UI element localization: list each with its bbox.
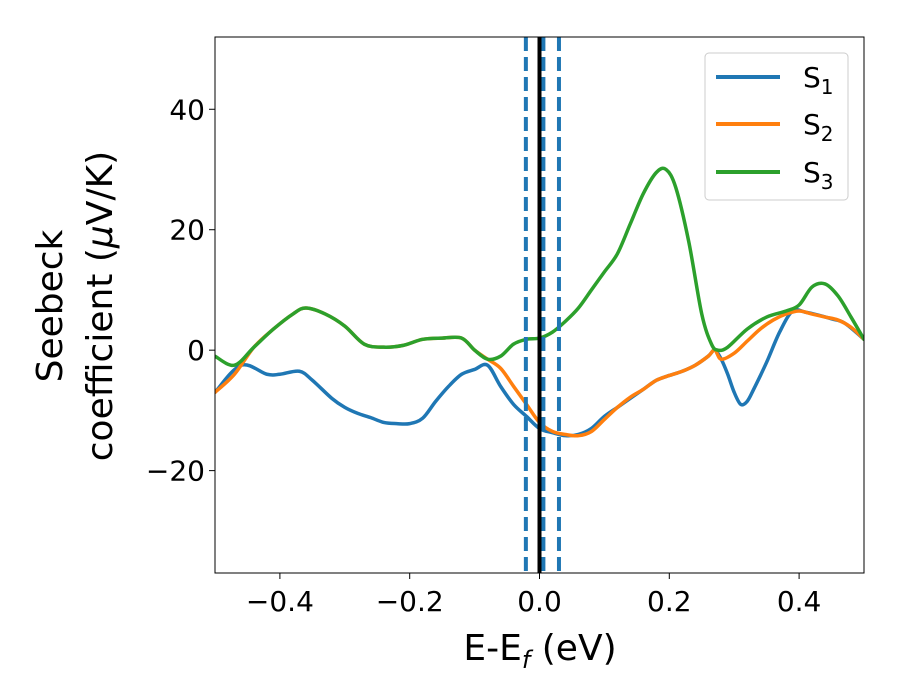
legend-label-s3: S3 <box>803 156 834 194</box>
x-tick-label: 0.2 <box>647 585 692 618</box>
x-tick-label: −0.4 <box>246 585 314 618</box>
legend-label-s1: S1 <box>803 61 834 99</box>
x-axis-label: E-Ef (eV) <box>463 628 616 674</box>
x-tick-label: 0.0 <box>517 585 562 618</box>
y-tick-label: −20 <box>146 455 205 488</box>
legend: S1 S2 S3 <box>704 52 849 201</box>
legend-label-s2: S2 <box>803 108 834 146</box>
x-axis-ticks: −0.4 −0.2 0.0 0.2 0.4 <box>246 573 821 618</box>
x-tick-label: −0.2 <box>376 585 444 618</box>
y-axis-label-line2: coefficient (μV/K) <box>80 151 121 461</box>
y-tick-label: 40 <box>169 93 205 126</box>
plot-lines <box>215 166 864 438</box>
y-axis-label-line1: Seebeck <box>30 229 71 382</box>
x-tick-label: 0.4 <box>777 585 822 618</box>
series-line-s3 <box>215 166 864 368</box>
y-axis-ticks: −20 0 20 40 <box>146 93 215 488</box>
legend-box <box>704 52 849 201</box>
y-tick-label: 20 <box>169 214 205 247</box>
vertical-reference-lines <box>523 37 561 573</box>
y-tick-label: 0 <box>187 334 205 367</box>
